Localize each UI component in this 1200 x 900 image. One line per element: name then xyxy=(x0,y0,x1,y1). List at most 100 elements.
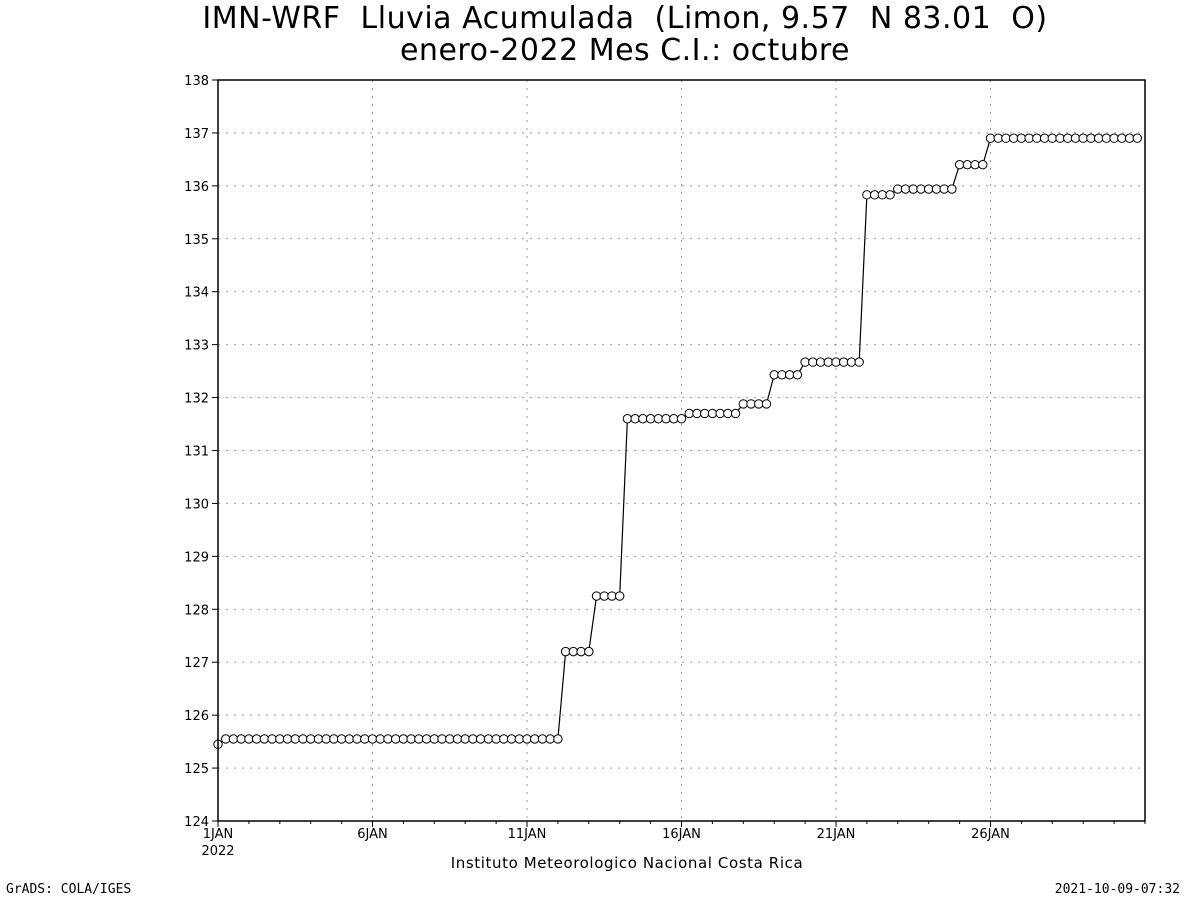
grads-credit: GrADS: COLA/IGES xyxy=(6,882,132,897)
data-point xyxy=(298,734,308,744)
data-point xyxy=(514,734,524,744)
data-point xyxy=(483,734,494,744)
data-point xyxy=(290,734,300,744)
chart-subtitle: enero-2022 Mes C.I.: octubre xyxy=(399,33,851,68)
data-point xyxy=(306,734,316,744)
data-point xyxy=(684,408,694,419)
y-tick-label: 128 xyxy=(184,603,209,618)
x-tick-label: 11JAN xyxy=(508,827,547,842)
data-point xyxy=(499,734,509,744)
data-point xyxy=(676,414,687,424)
grid-lines xyxy=(218,80,1145,821)
data-point xyxy=(390,734,401,744)
data-point xyxy=(452,734,463,744)
data-point xyxy=(715,408,725,419)
data-point xyxy=(877,190,888,200)
series-path xyxy=(217,137,1138,745)
data-point xyxy=(808,357,818,367)
data-point xyxy=(244,734,254,744)
data-point xyxy=(560,646,571,657)
data-point xyxy=(275,734,285,744)
data-point xyxy=(475,734,486,744)
data-point xyxy=(414,734,424,744)
y-tick-label: 131 xyxy=(184,445,209,460)
data-point xyxy=(653,414,664,424)
data-point xyxy=(506,734,517,744)
data-point xyxy=(313,734,324,744)
data-point xyxy=(1093,133,1104,143)
data-point xyxy=(267,734,277,744)
y-tick-label: 125 xyxy=(184,762,209,777)
data-point xyxy=(854,357,864,367)
data-point xyxy=(1047,133,1058,143)
data-point xyxy=(1024,133,1034,143)
data-point xyxy=(1078,133,1088,143)
data-point xyxy=(607,591,617,601)
data-point xyxy=(893,184,903,194)
data-point xyxy=(468,734,478,744)
data-point xyxy=(336,734,347,744)
data-point xyxy=(375,734,385,744)
data-point xyxy=(545,734,555,744)
data-point xyxy=(1124,133,1135,143)
data-point xyxy=(669,414,679,424)
data-point xyxy=(638,414,648,424)
y-tick-label: 133 xyxy=(184,339,209,354)
data-point xyxy=(908,184,918,194)
data-point xyxy=(831,357,841,367)
y-tick-label: 134 xyxy=(184,286,209,301)
x-tick-sublabel: 2022 xyxy=(201,844,234,859)
data-point xyxy=(699,408,710,419)
data-point xyxy=(1055,133,1065,143)
data-point xyxy=(537,734,548,744)
chart-title: IMN-WRF Lluvia Acumulada (Limon, 9.57 N … xyxy=(202,1,1048,36)
data-point xyxy=(1063,133,1073,143)
data-point xyxy=(329,734,339,744)
data-point xyxy=(746,399,756,409)
data-point xyxy=(978,159,988,170)
y-tick-label: 136 xyxy=(184,180,209,195)
x-tick-label: 6JAN xyxy=(357,827,388,842)
data-point xyxy=(491,734,501,744)
timestamp: 2021-10-09-07:32 xyxy=(1054,882,1180,897)
data-point xyxy=(429,734,439,744)
data-point xyxy=(282,734,293,744)
x-tick-label: 21JAN xyxy=(817,827,856,842)
data-point xyxy=(398,734,409,744)
data-point xyxy=(622,414,633,424)
data-point xyxy=(522,734,532,744)
y-tick-label: 126 xyxy=(184,709,209,724)
y-tick-label: 135 xyxy=(184,233,209,248)
y-tick-label: 138 xyxy=(184,74,209,89)
data-point xyxy=(591,591,602,601)
data-point xyxy=(1032,133,1042,143)
data-point xyxy=(1109,133,1119,143)
data-point xyxy=(445,734,455,744)
plot-frame xyxy=(217,79,1146,822)
data-point xyxy=(962,159,973,170)
data-point xyxy=(437,734,447,744)
data-point xyxy=(383,734,393,744)
x-tick-label: 16JAN xyxy=(662,827,701,842)
y-tick-label: 132 xyxy=(184,392,209,407)
y-tick-label: 130 xyxy=(184,497,209,512)
data-point xyxy=(1001,133,1011,143)
data-point xyxy=(661,414,671,424)
data-point xyxy=(761,399,772,409)
data-point xyxy=(259,734,270,744)
data-point xyxy=(1039,133,1050,143)
data-point xyxy=(576,646,586,657)
data-point xyxy=(584,646,594,657)
y-tick-label: 127 xyxy=(184,656,209,671)
data-point xyxy=(900,184,911,194)
data-point xyxy=(406,734,416,744)
data-point xyxy=(723,408,733,419)
data-point xyxy=(970,159,980,170)
data-point xyxy=(993,133,1003,143)
axes: 124 125 126 127 128 129 130 131 132 133 134 135 136 1… xyxy=(184,74,1146,859)
x-axis-label: Instituto Meteorologico Nacional Costa R… xyxy=(451,854,803,872)
data-point xyxy=(784,370,795,380)
data-point xyxy=(236,734,246,744)
data-point xyxy=(931,184,942,194)
x-tick-label: 1JAN xyxy=(203,827,234,842)
